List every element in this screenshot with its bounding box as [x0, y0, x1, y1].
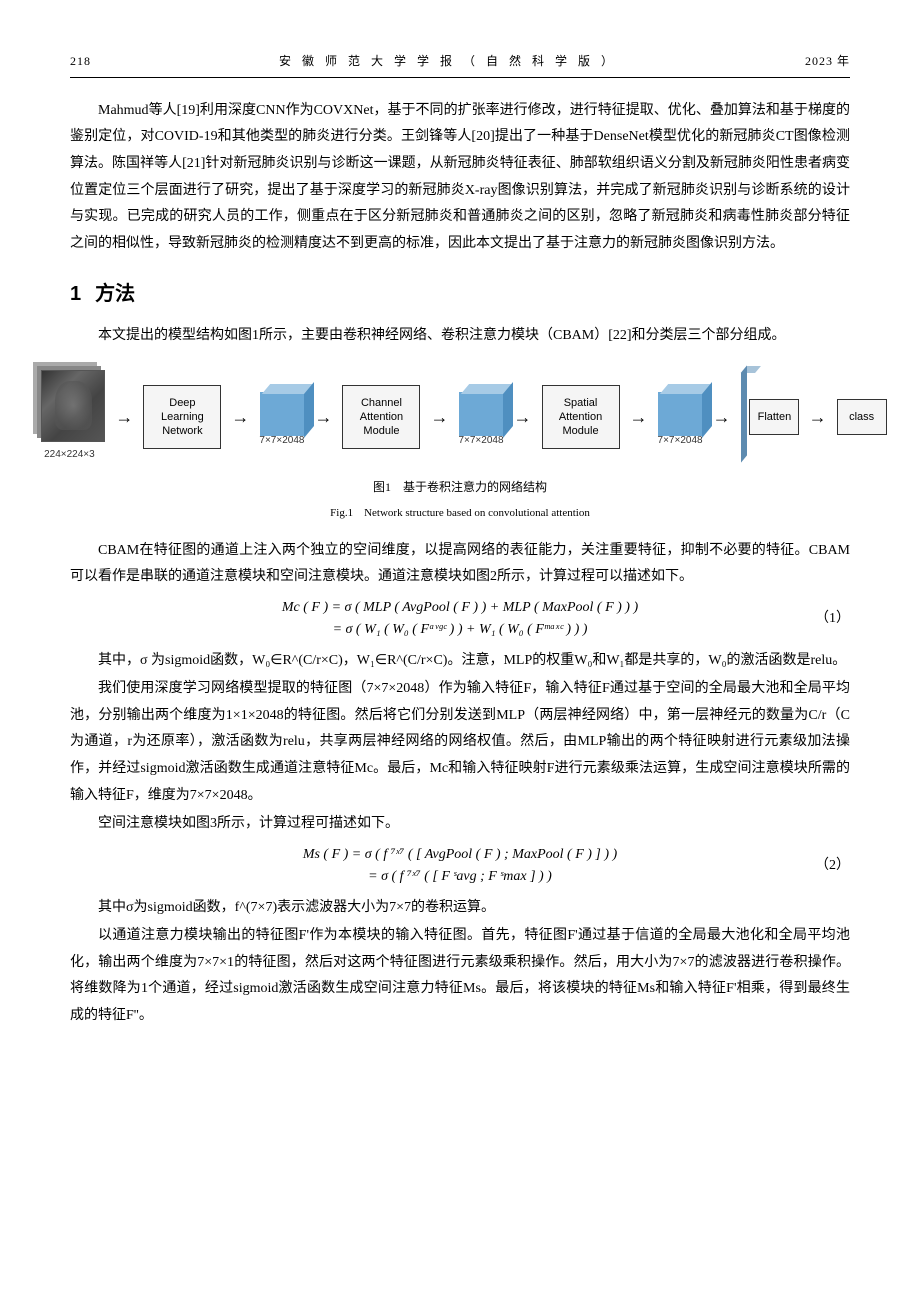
eq1-line1: Mc ( F ) = σ ( MLP ( AvgPool ( F ) ) + M…: [70, 597, 850, 619]
intro-paragraph: Mahmud等人[19]利用深度CNN作为COVXNet，基于不同的扩张率进行修…: [70, 98, 850, 258]
eq2-line1: Ms ( F ) = σ ( f ⁷ˣ⁷ ( [ AvgPool ( F ) ;…: [70, 844, 850, 866]
feature-paragraph: 我们使用深度学习网络模型提取的特征图（7×7×2048）作为输入特征F，输入特征…: [70, 676, 850, 809]
arrow-icon: →: [229, 400, 251, 434]
final-paragraph: 以通道注意力模块输出的特征图F'作为本模块的输入特征图。首先，特征图F'通过基于…: [70, 923, 850, 1029]
equation-1: Mc ( F ) = σ ( MLP ( AvgPool ( F ) ) + M…: [70, 597, 850, 642]
eq2-line2: = σ ( f ⁷ˣ⁷ ( [ F ˢavg ; F ˢmax ] ) ): [70, 866, 850, 888]
feature-cube-3: 7×7×2048: [658, 384, 703, 450]
input-dim-label: 224×224×3: [33, 445, 105, 464]
xray-image-icon: [41, 370, 105, 442]
xray-input-block: 224×224×3: [33, 370, 105, 464]
arrow-icon: →: [807, 400, 829, 434]
cube-icon: [459, 392, 503, 436]
eq2-number: （2）: [815, 855, 850, 877]
section-number: 1: [70, 283, 81, 305]
page-header: 218 安 徽 师 范 大 学 学 报 （ 自 然 科 学 版 ） 2023 年: [70, 50, 850, 78]
cube-icon: [260, 392, 304, 436]
spatial-intro-paragraph: 空间注意模块如图3所示，计算过程可描述如下。: [70, 811, 850, 838]
eq2-explain-paragraph: 其中σ为sigmoid函数，f^(7×7)表示滤波器大小为7×7的卷积运算。: [70, 895, 850, 922]
feature-cube-1: 7×7×2048: [259, 384, 304, 450]
section-title: 1 方法: [70, 275, 850, 313]
arrow-icon: →: [711, 400, 733, 434]
arrow-icon: →: [512, 400, 534, 434]
arrow-icon: →: [428, 400, 450, 434]
arrow-icon: →: [113, 400, 135, 434]
cbam-paragraph: CBAM在特征图的通道上注入两个独立的空间维度，以提高网络的表征能力，关注重要特…: [70, 538, 850, 591]
page-container: 218 安 徽 师 范 大 学 学 报 （ 自 然 科 学 版 ） 2023 年…: [0, 0, 920, 1092]
channel-attention-box: Channel Attention Module: [342, 385, 420, 450]
cube-icon: [658, 392, 702, 436]
header-year: 2023 年: [805, 50, 850, 73]
section-heading-text: 方法: [95, 283, 135, 305]
eq1-line2: = σ ( W₁ ( W₀ ( Fᵃᵛᵍᶜ ) ) + W₁ ( W₀ ( Fᵐ…: [70, 619, 850, 641]
class-box: class: [837, 399, 887, 435]
section-intro-paragraph: 本文提出的模型结构如图1所示，主要由卷积神经网络、卷积注意力模块（CBAM）[2…: [70, 323, 850, 350]
spatial-attention-box: Spatial Attention Module: [542, 385, 620, 450]
flatten-box: Flatten: [749, 399, 799, 435]
figure-1-caption-cn: 图1 基于卷积注意力的网络结构: [70, 476, 850, 499]
page-number: 218: [70, 50, 91, 73]
feature-cube-2: 7×7×2048: [458, 384, 503, 450]
deep-learning-box: Deep Learning Network: [143, 385, 221, 450]
arrow-icon: →: [628, 400, 650, 434]
figure-1-diagram: 224×224×3 → Deep Learning Network → 7×7×…: [70, 370, 850, 464]
eq1-explain-paragraph: 其中，σ 为sigmoid函数，W₀∈R^(C/r×C)，W₁∈R^(C/r×C…: [70, 648, 850, 675]
journal-title: 安 徽 师 范 大 学 学 报 （ 自 然 科 学 版 ）: [279, 50, 617, 73]
figure-1-caption-en: Fig.1 Network structure based on convolu…: [70, 503, 850, 524]
eq1-number: （1）: [815, 608, 850, 630]
arrow-icon: →: [312, 400, 334, 434]
equation-2: Ms ( F ) = σ ( f ⁷ˣ⁷ ( [ AvgPool ( F ) ;…: [70, 844, 850, 889]
